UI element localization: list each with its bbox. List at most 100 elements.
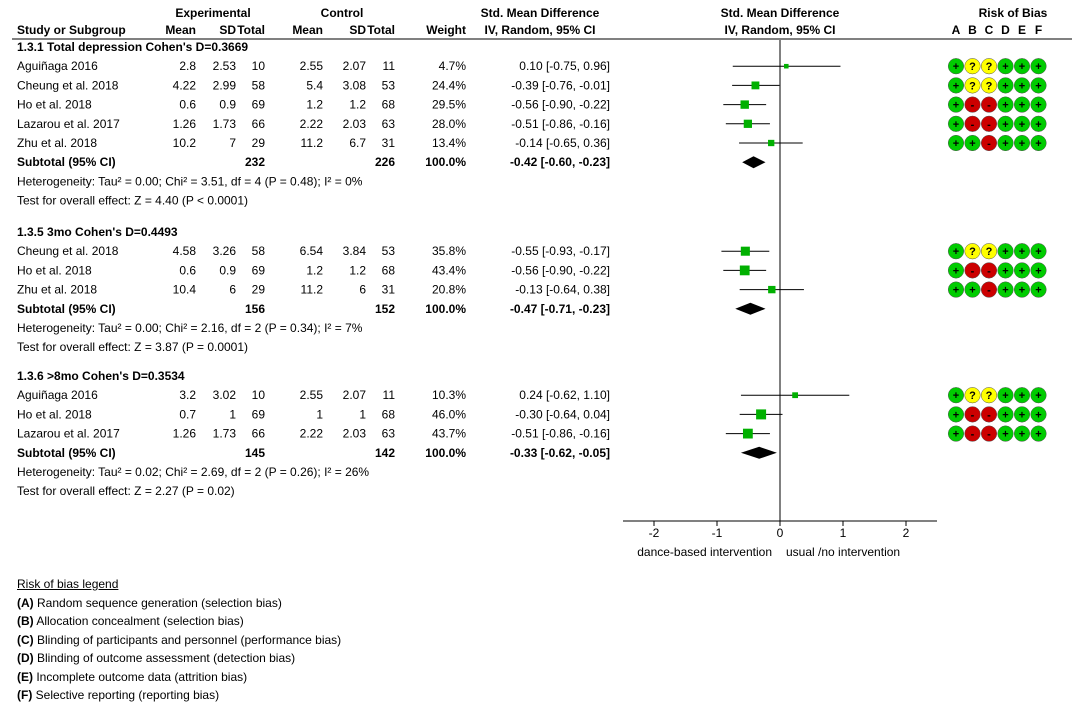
legend-item: (E) Incomplete outcome data (attrition b… <box>17 669 248 684</box>
effect-marker <box>768 139 775 147</box>
exp-sd: 0.9 <box>219 98 236 112</box>
exp-total: 58 <box>252 78 266 92</box>
rob-dot <box>964 58 981 75</box>
effect-marker <box>742 428 753 439</box>
subtotal-ci: -0.33 [-0.62, -0.05] <box>510 446 610 460</box>
subtotal-exp-total: 156 <box>245 302 265 316</box>
subtotal-weight: 100.0% <box>425 302 466 316</box>
exp-sd: 6 <box>229 283 236 297</box>
rob-symbol: + <box>1002 409 1008 421</box>
legend-item: (B) Allocation concealment (selection bi… <box>17 614 244 628</box>
exp-total: 66 <box>252 427 266 441</box>
rob-symbol: + <box>1019 390 1025 402</box>
exp-mean: 0.6 <box>179 98 196 112</box>
rob-dot <box>964 262 981 279</box>
header-weight: Weight <box>426 23 466 37</box>
ctrl-sd: 6 <box>359 283 366 297</box>
rob-dot <box>980 96 998 113</box>
exp-sd: 3.26 <box>213 244 237 258</box>
exp-sd: 7 <box>229 136 236 150</box>
x-tick-label: 2 <box>903 526 910 540</box>
rob-symbol: ? <box>969 61 976 73</box>
rob-dot <box>947 262 965 279</box>
study-name: Aguiñaga 2016 <box>17 388 98 402</box>
study-ci: -0.51 [-0.86, -0.16] <box>511 427 610 441</box>
rob-dot <box>1013 406 1031 423</box>
rob-symbol: ? <box>969 80 976 92</box>
rob-dot <box>964 96 981 113</box>
study-name: Aguiñaga 2016 <box>17 59 98 73</box>
rob-symbol: + <box>953 80 959 92</box>
ctrl-sd: 1.2 <box>349 263 366 277</box>
rob-dot <box>1030 262 1047 279</box>
header-rob-col: E <box>1018 23 1026 37</box>
study-weight: 29.5% <box>432 98 466 112</box>
exp-total: 58 <box>252 244 266 258</box>
rob-symbol: ? <box>986 80 993 92</box>
exp-total: 69 <box>252 407 266 421</box>
rob-dot <box>980 134 998 152</box>
study-weight: 13.4% <box>432 136 466 150</box>
rob-symbol: - <box>971 429 975 441</box>
ctrl-total: 68 <box>382 98 396 112</box>
subtotal-weight: 100.0% <box>425 446 466 460</box>
rob-dot <box>947 243 965 260</box>
rob-dot <box>997 134 1014 152</box>
subtotal-label: Subtotal (95% CI) <box>17 446 116 460</box>
ctrl-mean: 2.55 <box>300 388 324 402</box>
rob-symbol: + <box>1019 138 1025 150</box>
study-ci: -0.56 [-0.90, -0.22] <box>511 263 610 277</box>
x-tick-label: -2 <box>649 526 660 540</box>
rob-dot <box>997 115 1014 132</box>
header-study: Study or Subgroup <box>17 23 126 37</box>
header-ctrl-sd: SD <box>349 23 366 37</box>
rob-symbol: ? <box>969 390 976 402</box>
rob-symbol: + <box>1002 265 1008 277</box>
rob-dot <box>1013 281 1031 298</box>
header-rob: Risk of Bias <box>979 6 1048 20</box>
rob-symbol: - <box>987 285 991 297</box>
study-ci: 0.24 [-0.62, 1.10] <box>519 388 610 402</box>
effect-marker <box>784 63 789 69</box>
rob-symbol: + <box>1035 246 1041 258</box>
ctrl-mean: 11.2 <box>301 283 324 297</box>
exp-total: 29 <box>252 136 266 150</box>
exp-sd: 3.02 <box>213 388 237 402</box>
legend-item: (F) Selective reporting (reporting bias) <box>17 688 220 702</box>
subtotal-diamond <box>740 446 777 459</box>
rob-symbol: + <box>1002 138 1008 150</box>
study-ci: -0.56 [-0.90, -0.22] <box>511 98 610 112</box>
exp-mean: 1.26 <box>173 117 197 131</box>
ctrl-mean: 2.22 <box>300 427 324 441</box>
rob-dot <box>997 425 1014 442</box>
rob-dot <box>1030 134 1047 152</box>
rob-dot <box>1013 425 1031 442</box>
exp-sd: 1.73 <box>213 117 237 131</box>
rob-dot <box>997 281 1014 298</box>
effect-marker <box>792 392 799 399</box>
rob-dot <box>1030 406 1047 423</box>
exp-sd: 1 <box>229 407 236 421</box>
study-name: Ho et al. 2018 <box>17 407 92 421</box>
rob-dot <box>964 425 981 442</box>
rob-symbol: + <box>1019 246 1025 258</box>
rob-dot <box>1030 58 1047 75</box>
rob-symbol: + <box>1002 100 1008 112</box>
exp-mean: 0.6 <box>179 263 196 277</box>
rob-symbol: ? <box>986 246 993 258</box>
rob-symbol: + <box>1035 61 1041 73</box>
study-name: Ho et al. 2018 <box>17 98 92 112</box>
header-rob-col: F <box>1035 23 1042 37</box>
header-exp-total: Total <box>237 23 265 37</box>
rob-dot <box>980 387 998 404</box>
rob-symbol: + <box>1019 409 1025 421</box>
rob-dot <box>1013 134 1031 152</box>
rob-symbol: + <box>953 265 959 277</box>
subtotal-ctrl-total: 226 <box>375 155 395 169</box>
rob-symbol: - <box>987 138 991 150</box>
rob-symbol: + <box>1035 80 1041 92</box>
ctrl-mean: 11.2 <box>301 136 324 150</box>
subtotal-ctrl-total: 152 <box>375 302 395 316</box>
subtotal-weight: 100.0% <box>425 155 466 169</box>
legend-item: (C) Blinding of participants and personn… <box>17 632 342 647</box>
